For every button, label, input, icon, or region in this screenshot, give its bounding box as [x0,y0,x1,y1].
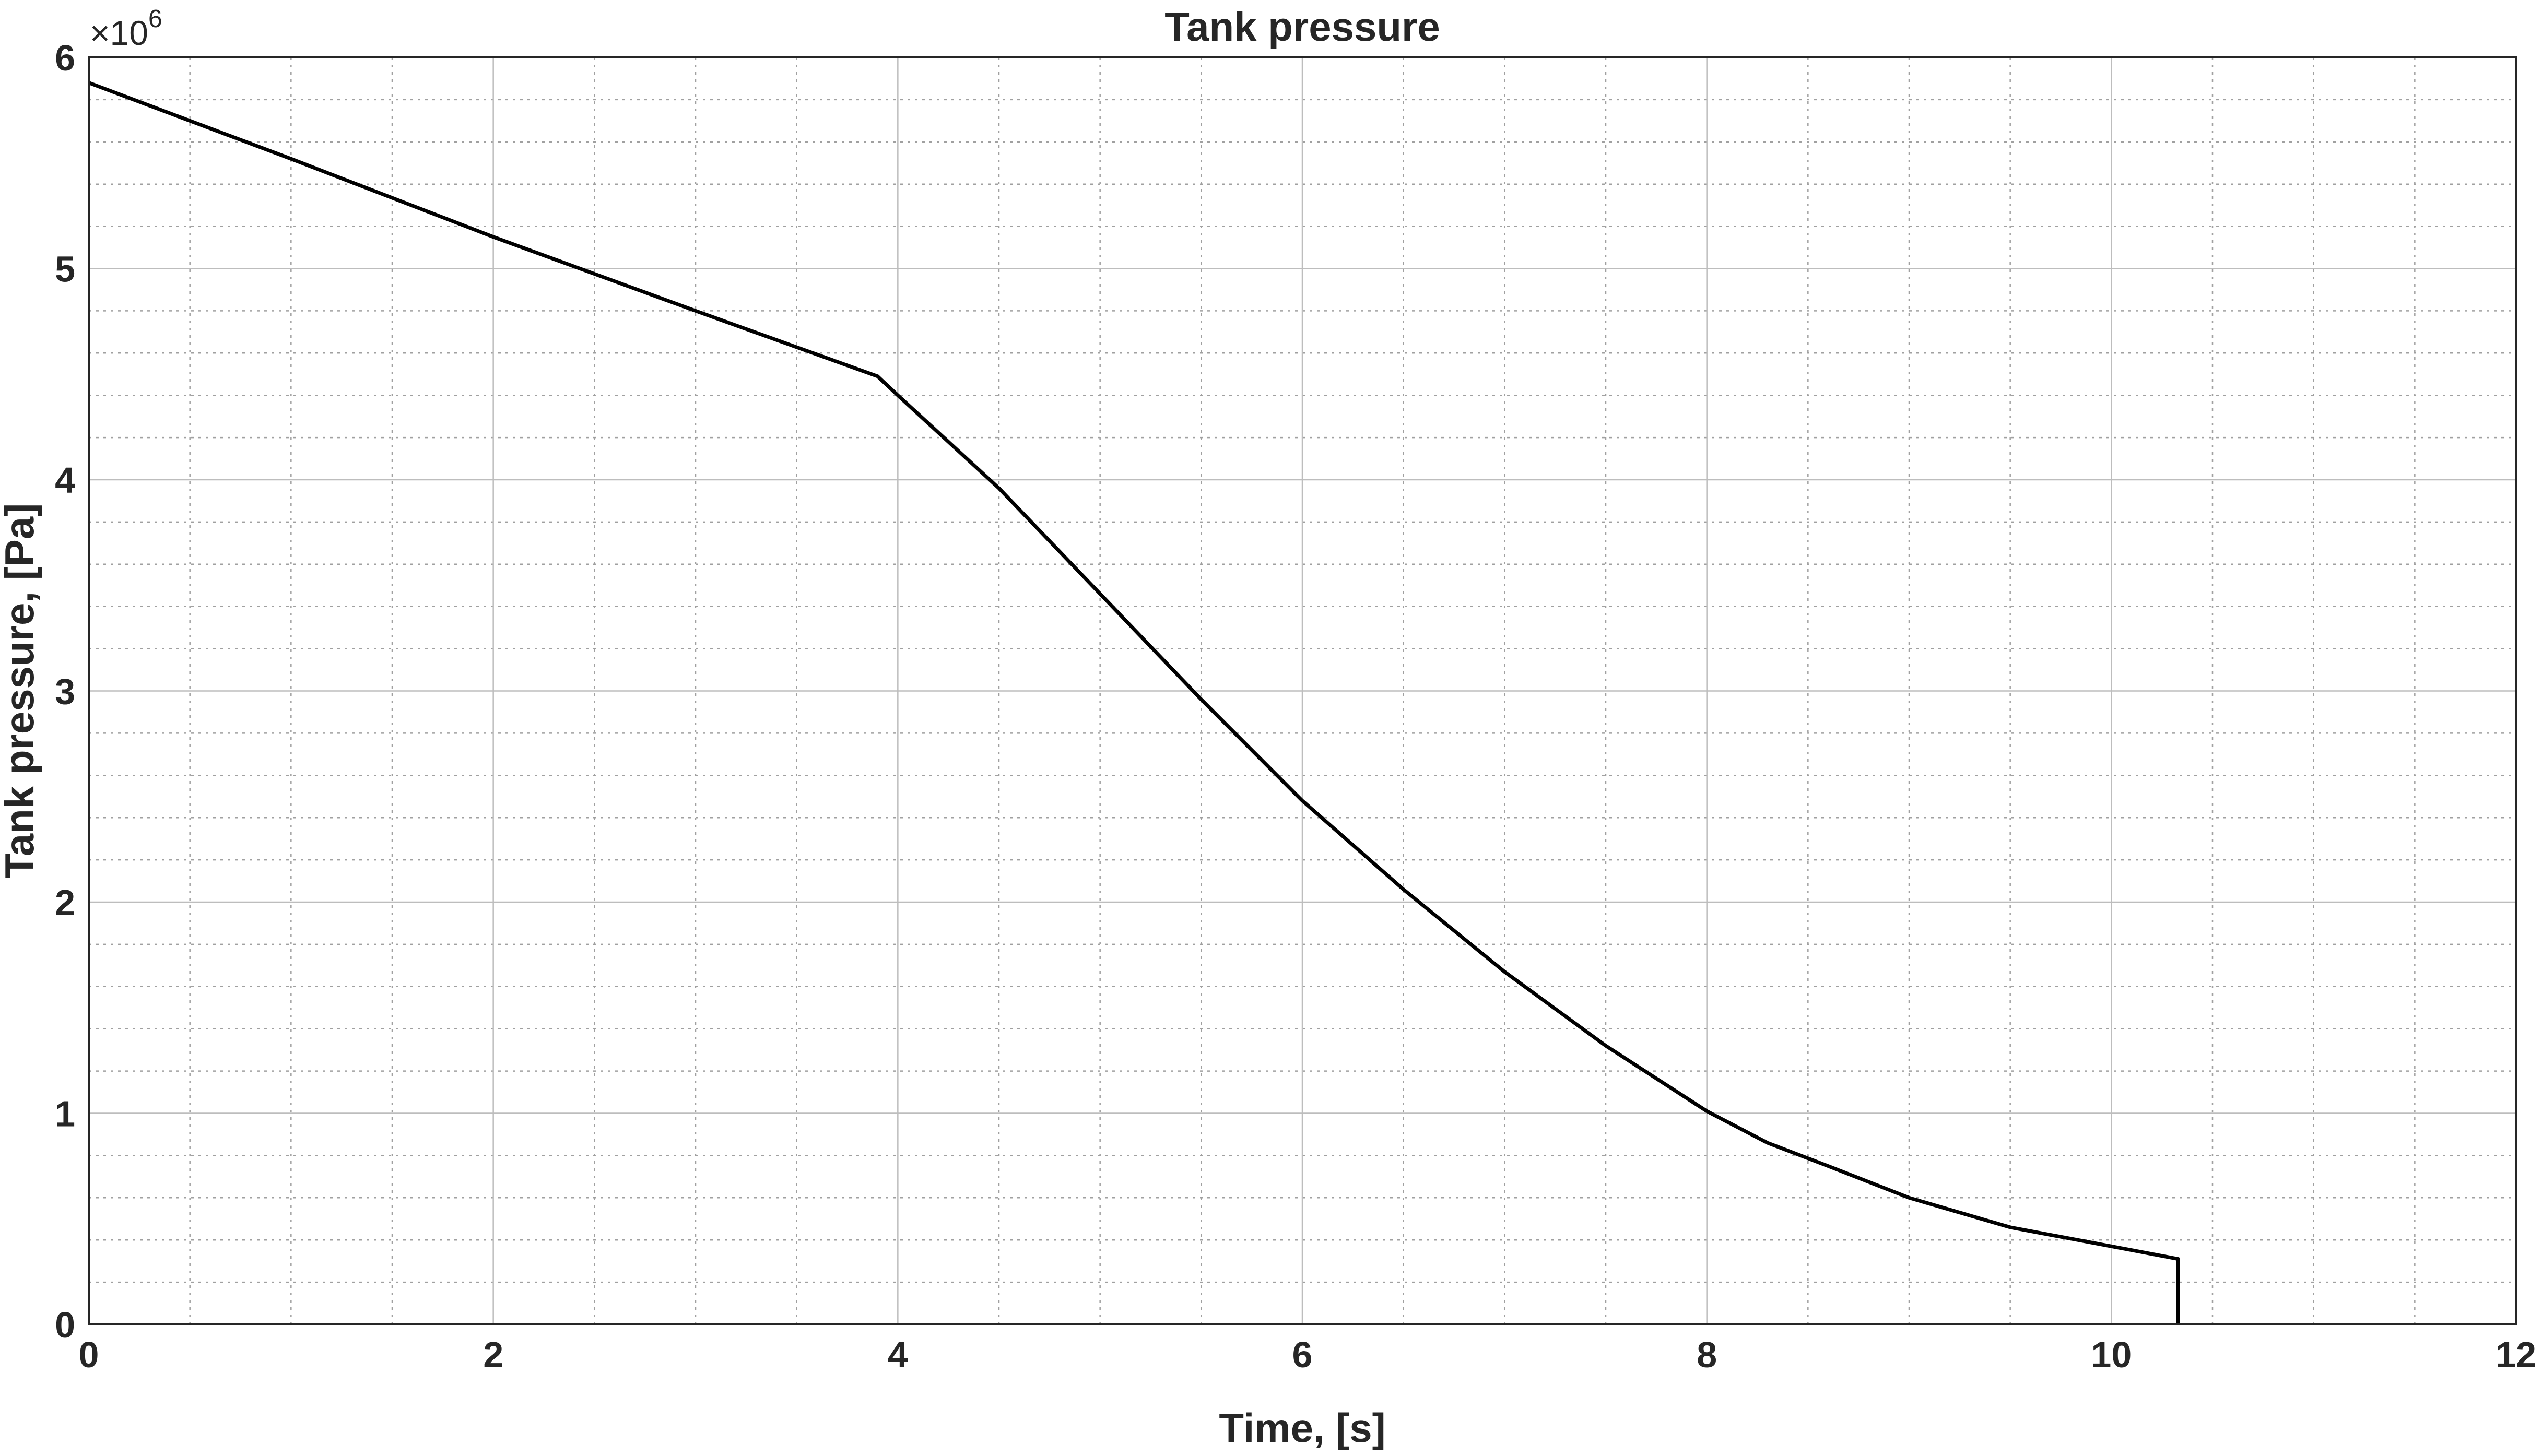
y-tick-label: 6 [55,38,75,78]
y-tick-label: 2 [55,882,75,923]
y-exponent-power: 6 [148,5,162,33]
y-tick-label: 4 [55,460,75,501]
y-axis-label: Tank pressure, [Pa] [0,503,42,878]
y-exponent-base: 10 [110,14,148,52]
series-layer [88,81,2180,1324]
y-tick-label: 0 [55,1305,75,1345]
y-exponent-label: ×106 [90,5,162,52]
x-tick-label: 12 [2496,1334,2536,1375]
x-axis-label: Time, [s] [1219,1405,1385,1451]
y-tick-label: 5 [55,249,75,290]
x-tick-label: 4 [888,1334,908,1375]
chart-title: Tank pressure [1164,4,1440,50]
x-tick-label: 8 [1697,1334,1717,1375]
x-tick-label: 6 [1292,1334,1313,1375]
series-line [88,81,2180,1324]
x-tick-label: 0 [79,1334,99,1375]
y-tick-labels: 0 1 2 3 4 5 6 [55,38,75,1345]
y-tick-label: 3 [55,671,75,712]
x-tick-labels: 0 2 4 6 8 10 12 [79,1334,2536,1375]
x-tick-label: 2 [483,1334,503,1375]
multiply-sign: × [90,14,110,52]
plot-frame [88,56,2517,1325]
y-tick-label: 1 [55,1094,75,1134]
x-tick-label: 10 [2091,1334,2132,1375]
